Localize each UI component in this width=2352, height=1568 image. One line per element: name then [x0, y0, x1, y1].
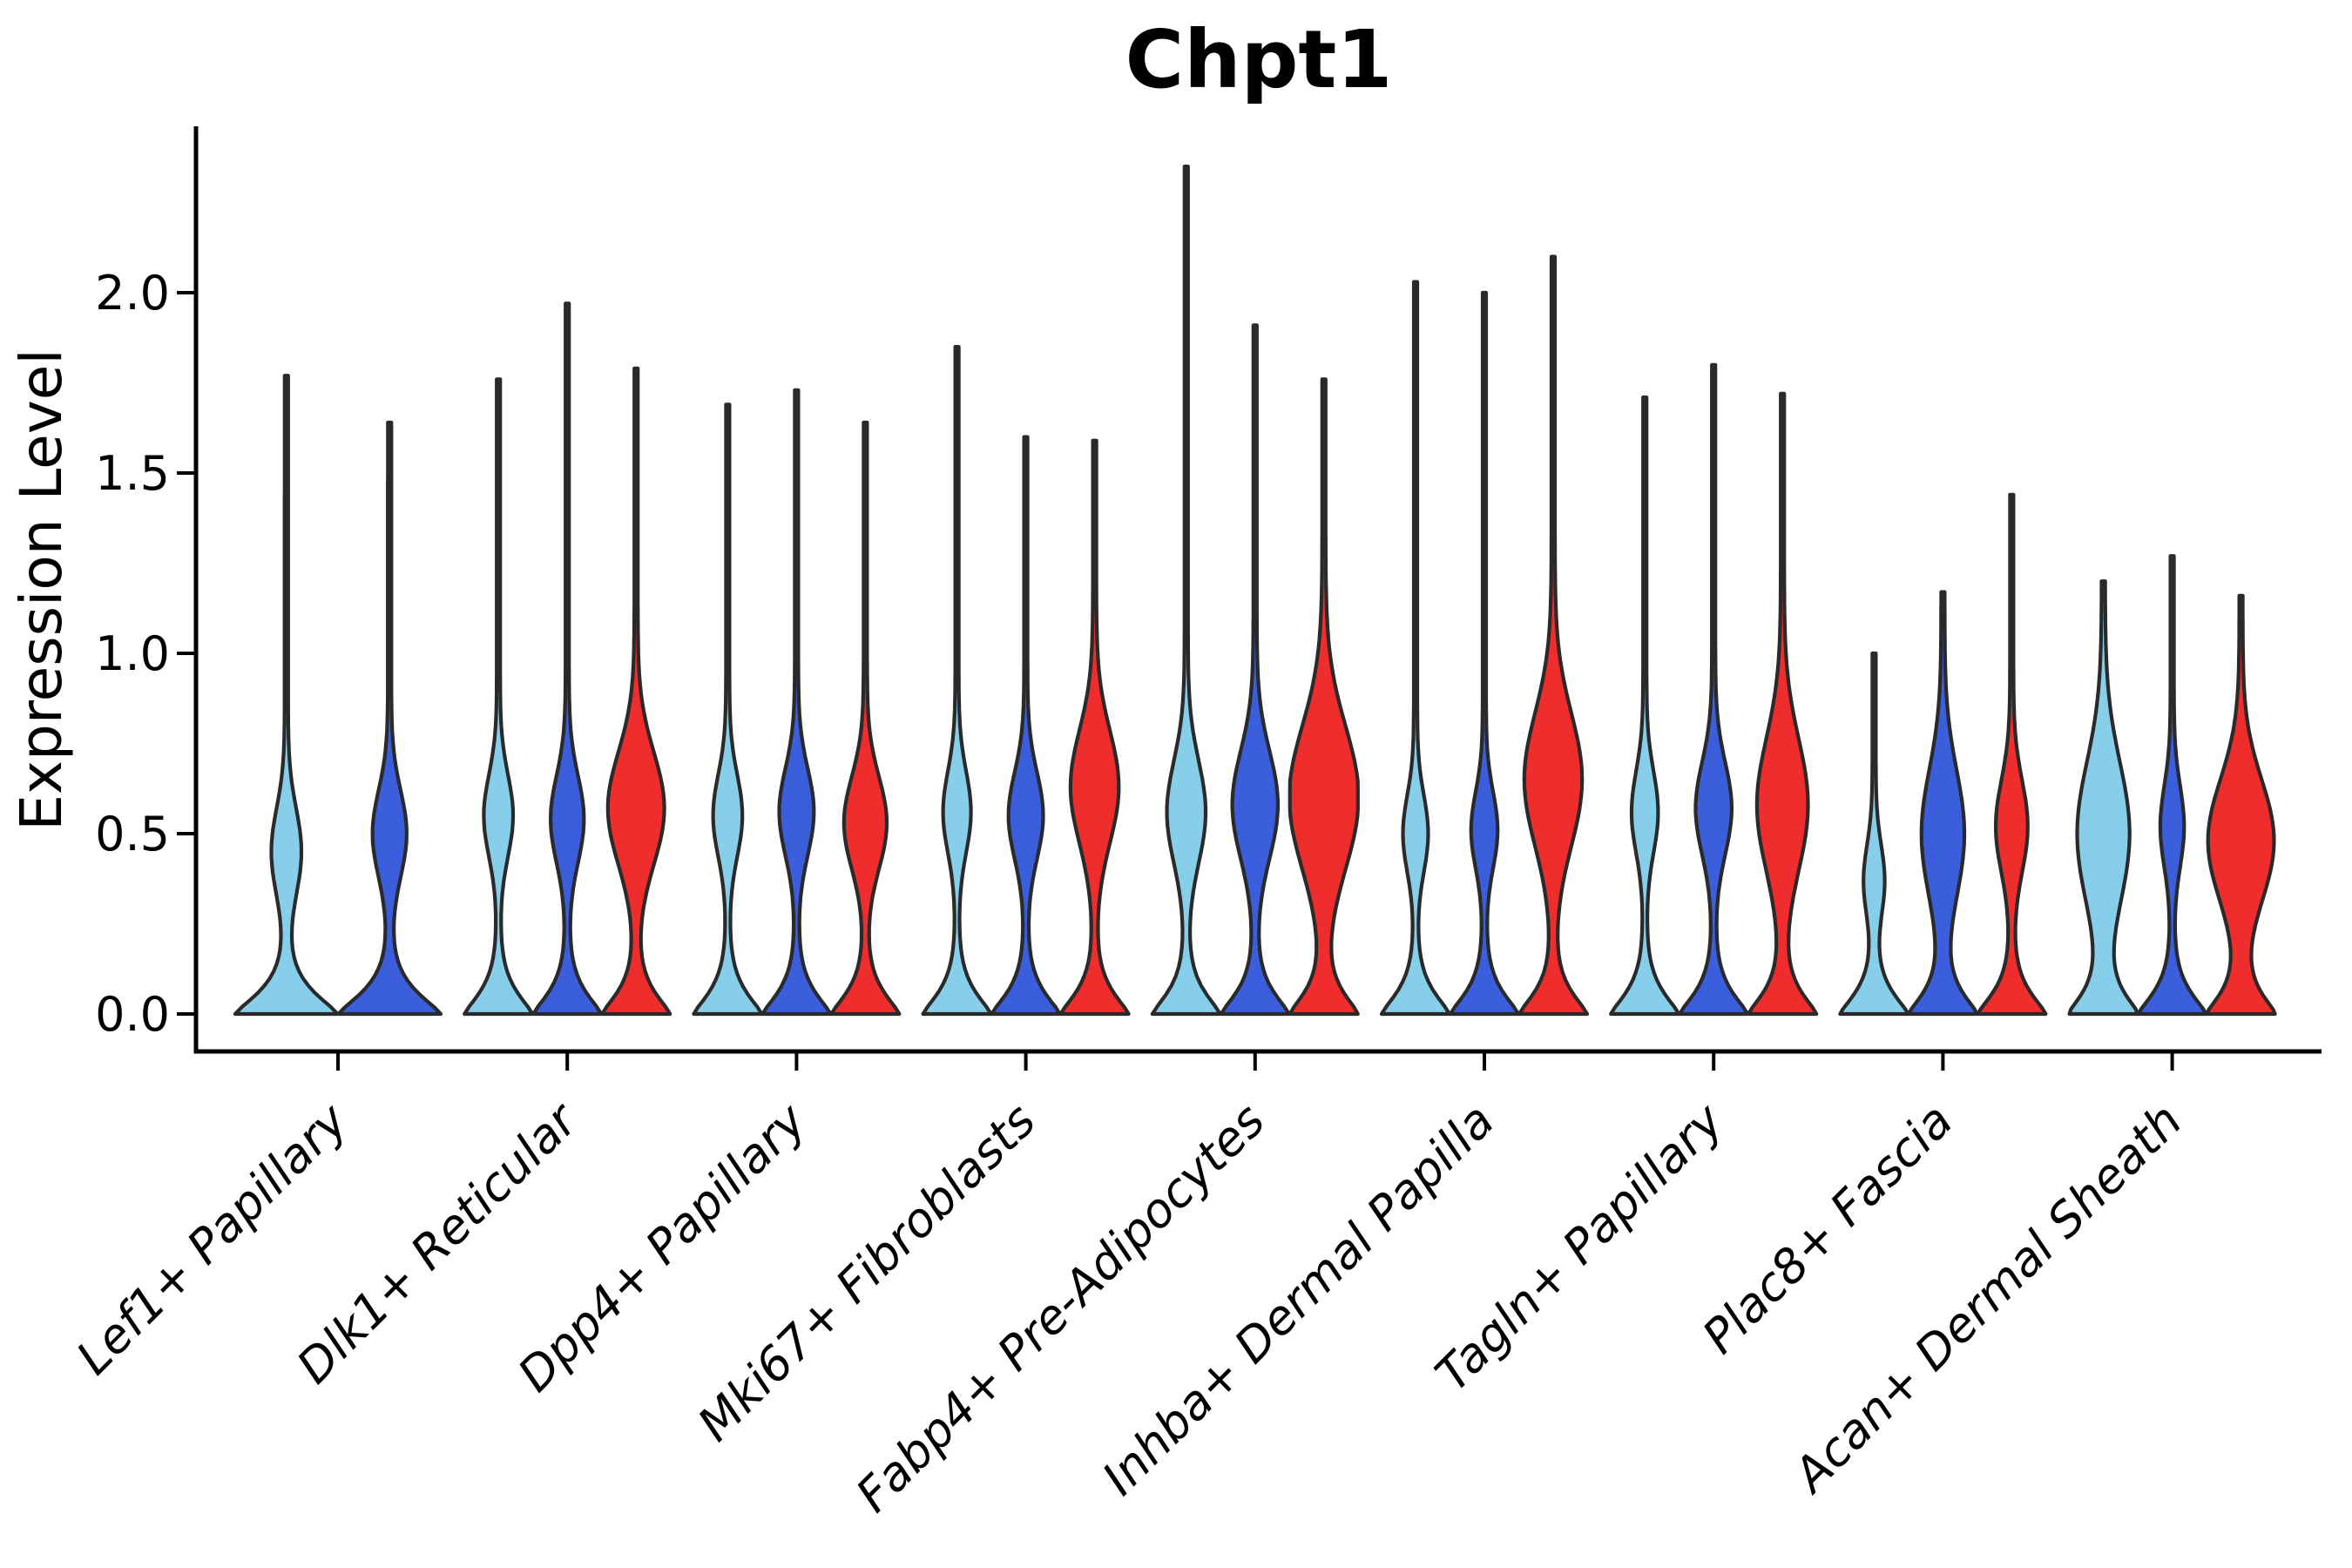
violin-plac8-fascia-2 — [1907, 590, 1979, 1017]
violin-mki67-fibroblasts-3 — [1058, 438, 1131, 1017]
violin-plac8-fascia-3 — [1976, 492, 2048, 1017]
violin-inhba-dermal-papilla-1 — [1379, 280, 1452, 1017]
violin-dpp4-papillary-3 — [829, 420, 902, 1017]
violin-inhba-dermal-papilla-2 — [1448, 290, 1521, 1017]
violin-fabp4-pre-adipocytes-3 — [1288, 377, 1360, 1017]
violin-tagln-papillary-3 — [1747, 391, 1819, 1017]
violin-fabp4-pre-adipocytes-2 — [1219, 323, 1291, 1017]
violin-fabp4-pre-adipocytes-1 — [1150, 165, 1222, 1017]
x-tick-label: Inhba+ Dermal Papilla — [1092, 1093, 1504, 1506]
violin-mki67-fibroblasts-2 — [990, 435, 1062, 1017]
y-axis-label: Expression Level — [8, 348, 75, 830]
violin-tagln-papillary-1 — [1609, 395, 1681, 1017]
violin-dpp4-papillary-1 — [692, 402, 764, 1017]
x-tick-label: Acan+ Dermal Sheath — [1781, 1093, 2193, 1504]
violin-acan-dermal-sheath-3 — [2205, 593, 2277, 1017]
y-tick-label: 0.5 — [95, 807, 170, 862]
violin-mki67-fibroblasts-1 — [921, 345, 993, 1017]
violin-dlk1-reticular-1 — [463, 377, 535, 1017]
violin-lef1-papillary-1 — [233, 374, 340, 1017]
violin-acan-dermal-sheath-1 — [2067, 579, 2139, 1017]
violin-acan-dermal-sheath-2 — [2136, 554, 2208, 1017]
y-tick-label: 0.0 — [95, 987, 170, 1042]
violin-tagln-papillary-2 — [1678, 362, 1750, 1017]
y-tick-label: 2.0 — [95, 266, 170, 321]
violin-plac8-fascia-1 — [1838, 651, 1910, 1017]
chart-title: Chpt1 — [1125, 13, 1393, 106]
violin-dlk1-reticular-2 — [531, 301, 604, 1017]
y-tick-label: 1.5 — [95, 446, 170, 501]
violin-dpp4-papillary-2 — [760, 388, 833, 1017]
y-tick-label: 1.0 — [95, 626, 170, 681]
x-tick-label: Fabp4+ Pre-Adipocytes — [846, 1093, 1275, 1523]
violin-lef1-papillary-2 — [336, 420, 443, 1017]
violin-dlk1-reticular-3 — [600, 366, 672, 1017]
violin-inhba-dermal-papilla-3 — [1517, 254, 1590, 1017]
